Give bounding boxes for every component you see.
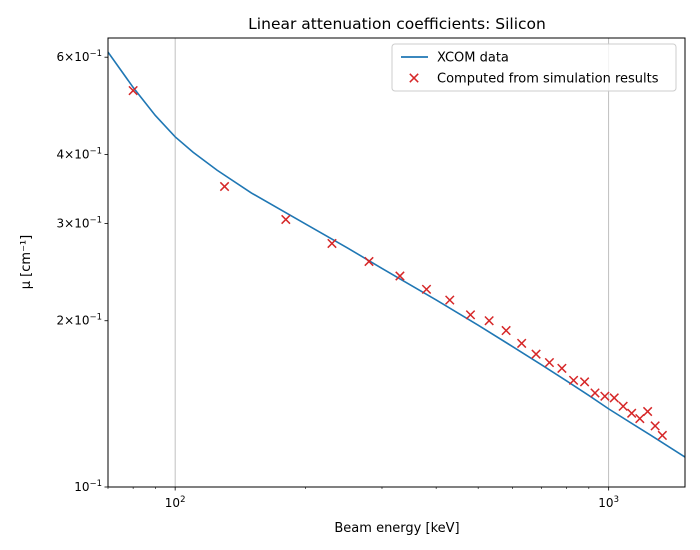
tick-base: 10 [598,496,613,510]
marker-stroke [568,375,579,386]
tick-times-sign: × [64,147,74,161]
data-point-marker [590,388,600,398]
tick-times-sign: × [64,50,74,64]
data-point-marker [568,375,579,386]
tick-times-sign: × [64,314,74,328]
data-point-marker [395,271,405,281]
marker-stroke [219,181,230,192]
data-point-marker [609,393,619,403]
data-point-marker [579,377,590,387]
data-point-marker [364,256,374,267]
tick-exponent: −1 [89,313,102,323]
data-point-marker [128,85,138,96]
tick-base: 10 [74,314,89,328]
legend-marker-swatch [409,73,419,83]
marker-stroke [557,363,567,374]
tick-times-sign: × [64,216,74,230]
marker-stroke [421,284,432,295]
marker-stroke [445,295,455,305]
x-tick-label: 103 [598,495,619,510]
marker-stroke [327,238,337,249]
tick-coefficient: 3 [56,216,64,230]
y-tick-label: 10−1 [74,479,102,494]
legend-box [391,43,677,92]
x-axis-label: Beam energy [keV] [334,521,459,536]
marker-stroke [642,406,653,417]
y-axis-label: μ [cm⁻¹] [19,235,34,289]
legend: XCOM data Computed from simulation result… [391,43,677,92]
data-point-marker [642,406,653,417]
chart-title: Linear attenuation coefficients: Silicon [248,15,546,33]
marker-stroke [128,85,138,96]
marker-stroke [650,421,660,431]
data-point-marker [626,408,637,418]
marker-stroke [600,391,610,401]
tick-base: 10 [165,496,180,510]
marker-stroke [364,256,374,267]
marker-stroke [531,349,541,359]
tick-base: 10 [74,480,89,494]
marker-stroke [590,388,600,398]
data-point-marker [484,316,494,326]
tick-base: 10 [74,50,89,64]
data-point-marker [618,401,628,412]
data-point-marker [557,363,567,374]
tick-exponent: −1 [89,49,102,59]
data-point-marker [327,238,337,249]
marker-stroke [395,271,405,281]
tick-coefficient: 6 [56,50,64,64]
legend-label: Computed from simulation results [437,72,659,87]
marker-stroke [501,325,511,336]
marker-stroke [465,310,476,320]
marker-stroke [281,214,291,225]
tick-exponent: −1 [89,215,102,225]
tick-exponent: 3 [614,495,619,505]
tick-coefficient: 4 [56,147,64,161]
y-tick-label: 2×10−1 [56,313,102,328]
data-point-marker [445,295,455,305]
data-point-marker [650,421,660,431]
tick-exponent: −1 [89,479,102,489]
data-point-marker [516,338,527,349]
marker-stroke [635,413,645,424]
y-tick-label: 4×10−1 [56,146,102,161]
data-point-marker [501,325,511,336]
marker-stroke [657,430,668,441]
marker-stroke [579,377,590,387]
axes-frame [107,37,686,488]
plot-area [108,51,685,458]
tick-exponent: 2 [180,495,185,505]
marker-stroke [626,408,637,418]
data-point-marker [635,413,645,424]
grid-lines [174,38,610,487]
y-tick-label: 3×10−1 [56,215,102,230]
x-tick-label: 102 [165,495,186,510]
legend-label: XCOM data [437,51,509,66]
marker-stroke [544,357,555,368]
y-tick-label: 6×10−1 [56,49,102,64]
data-point-marker [465,310,476,320]
series-line-xcom [108,51,685,458]
data-point-marker [421,284,432,295]
tick-base: 10 [74,216,89,230]
data-point-marker [219,181,230,192]
tick-base: 10 [74,147,89,161]
data-point-marker [531,349,541,359]
marker-stroke [516,338,527,349]
data-point-marker [657,430,668,441]
tick-coefficient: 2 [56,314,64,328]
marker-stroke [618,401,628,412]
data-point-marker [600,391,610,401]
data-point-marker [281,214,291,225]
marker-stroke [484,316,494,326]
tick-exponent: −1 [89,146,102,156]
marker-stroke [609,393,619,403]
data-point-marker [544,357,555,368]
